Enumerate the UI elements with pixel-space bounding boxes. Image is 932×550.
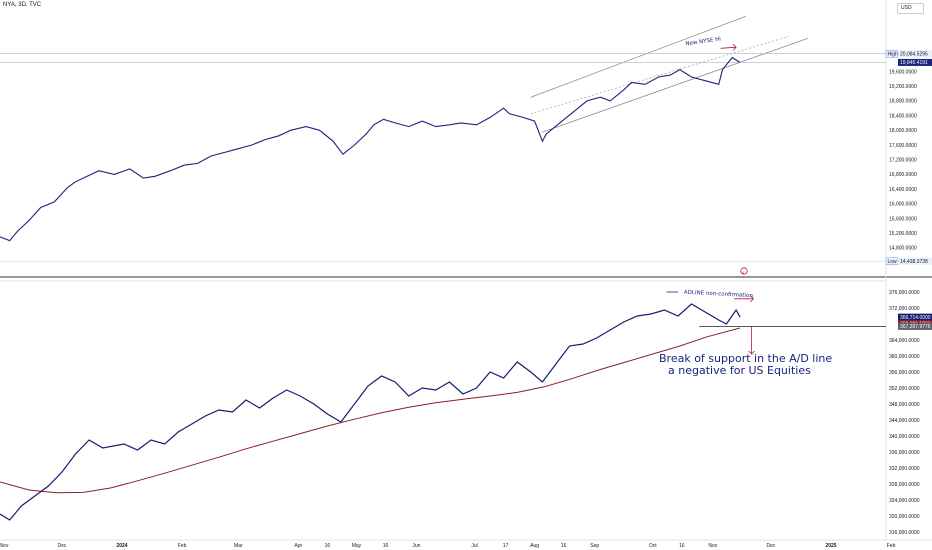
pane-collapse-glyph: ⤓: [742, 269, 744, 274]
price-tick-label: 16,800.0000: [889, 172, 917, 178]
price-tick-label: 18,800.0000: [889, 99, 917, 105]
time-tick-label: Oct: [649, 543, 657, 549]
time-tick-label: 16: [383, 543, 389, 549]
high-tag-value: 20,084.5295: [900, 51, 928, 57]
new-high-arrow[interactable]: [720, 46, 737, 49]
adline-annotation[interactable]: ADLINE non-confirmation: [684, 290, 754, 300]
time-axis[interactable]: Nov Dec 2024 Feb Mar Apr 16 May 16 Jun Jul 17 Aug 16 S…: [0, 543, 896, 549]
adline-tick-label: 372,000.0000: [889, 306, 920, 312]
channel-upper-line[interactable]: [530, 15, 746, 98]
time-tick-label: Jul: [471, 543, 477, 549]
adline-tick-label: 352,000.0000: [889, 386, 920, 392]
channel-lower-line[interactable]: [542, 38, 808, 133]
time-tick-label: Dec: [58, 543, 67, 549]
adline-tick-label: 356,000.0000: [889, 370, 920, 376]
price-tick-label: 18,400.0000: [889, 113, 917, 119]
time-tick-label: 16: [679, 543, 685, 549]
break-down-arrowhead: [748, 350, 755, 355]
new-high-annotation[interactable]: New NYSE Hi: [685, 36, 722, 47]
adline-series-line[interactable]: [0, 303, 741, 521]
time-tick-label: 2024: [116, 543, 127, 549]
adline-tick-label: 332,000.0000: [889, 466, 920, 472]
price-y-axis[interactable]: 14,400.000014,800.000015,200.000015,600.…: [889, 69, 917, 266]
adline-tick-label: 316,000.0000: [889, 530, 920, 536]
pane-collapse-icon[interactable]: [740, 267, 748, 275]
support-break-note-line2[interactable]: a negative for US Equities: [668, 364, 811, 377]
price-tick-label: 19,200.0000: [889, 84, 917, 90]
price-tick-label: 15,200.0000: [889, 231, 917, 237]
adline-tick-label: 364,000.0000: [889, 338, 920, 344]
new-high-arrowhead: [732, 43, 737, 51]
time-tick-label: Aug: [530, 543, 539, 549]
time-tick-label: 16: [561, 543, 567, 549]
adline-tick-label: 324,000.0000: [889, 498, 920, 504]
time-tick-label: Feb: [178, 543, 187, 549]
price-tick-label: 17,600.0000: [889, 143, 917, 149]
adline-annotation-arrowhead: [750, 295, 755, 303]
low-tag-label: Low: [888, 259, 898, 265]
low-tag-bg: [898, 257, 932, 265]
price-tick-label: 15,600.0000: [889, 216, 917, 222]
time-tick-label: 2025: [825, 543, 836, 549]
adline-tick-label: 336,000.0000: [889, 450, 920, 456]
currency-selector[interactable]: USD: [897, 3, 924, 14]
adline-tick-label: 376,000.0000: [889, 290, 920, 296]
time-tick-label: 17: [503, 543, 509, 549]
price-tick-label: 18,000.0000: [889, 128, 917, 134]
price-tick-label: 14,800.0000: [889, 246, 917, 252]
time-tick-label: 16: [325, 543, 331, 549]
price-tick-label: 16,400.0000: [889, 187, 917, 193]
adline-tick-label: 328,000.0000: [889, 482, 920, 488]
time-tick-label: Nov: [0, 543, 9, 549]
adline-tick-label: 360,000.0000: [889, 354, 920, 360]
adline-tick-label: 320,000.0000: [889, 514, 920, 520]
channel-middle-line[interactable]: [530, 36, 789, 115]
high-tag-bg: [898, 50, 932, 58]
moving-average-line[interactable]: [0, 327, 741, 494]
time-tick-label: May: [352, 543, 362, 549]
symbol-title: NYA, 3D, TVC: [3, 2, 42, 8]
price-tick-label: 19,600.0000: [889, 69, 917, 75]
low-tag-value: 14,438.3728: [900, 259, 928, 265]
price-series-line[interactable]: [0, 56, 741, 242]
last-price-tag-value: 19,845.4191: [900, 60, 928, 66]
time-tick-label: Apr: [294, 543, 302, 549]
high-tag-label: High: [888, 51, 899, 57]
time-tick-label: Dec: [767, 543, 776, 549]
time-tick-label: Jun: [412, 543, 420, 549]
adline-last-tag-value: 369,714.0000: [900, 315, 931, 321]
support-break-note-line1[interactable]: Break of support in the A/D line: [659, 352, 832, 365]
price-tick-label: 16,000.0000: [889, 202, 917, 208]
adline-tick-label: 340,000.0000: [889, 434, 920, 440]
trend-channel[interactable]: [530, 15, 808, 133]
support-tag-value: 367,397.9776: [900, 324, 931, 330]
support-tag-bg: [898, 322, 932, 330]
time-tick-label: Mar: [234, 543, 243, 549]
adline-y-axis[interactable]: 316,000.0000 320,000.0000 324,000.0000 328,…: [889, 290, 920, 536]
time-tick-label: Sep: [590, 543, 599, 549]
adline-last-tag-bg: [898, 313, 932, 321]
time-tick-label: Nov: [708, 543, 717, 549]
price-tick-label: 17,200.0000: [889, 158, 917, 164]
time-tick-label: Feb: [887, 543, 896, 549]
adline-tick-label: 348,000.0000: [889, 402, 920, 408]
adline-tick-label: 344,000.0000: [889, 418, 920, 424]
last-price-tag-bg: [898, 58, 932, 66]
price-tags: High 20,084.5295 19,845.4191 Low 14,438.3728…: [885, 50, 932, 330]
